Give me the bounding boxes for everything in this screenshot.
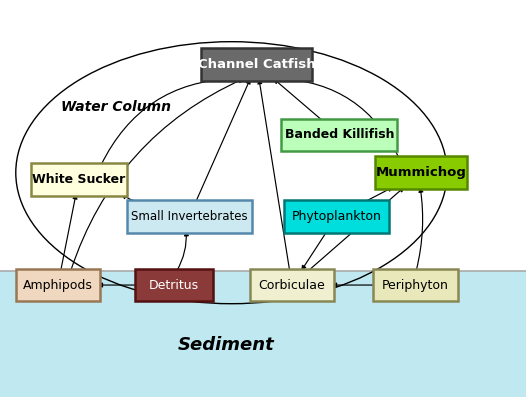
Text: Banded Killifish: Banded Killifish [285, 129, 394, 141]
Text: Detritus: Detritus [148, 279, 199, 291]
FancyArrowPatch shape [275, 79, 322, 121]
Text: White Sucker: White Sucker [32, 173, 126, 186]
FancyArrowPatch shape [333, 283, 376, 287]
FancyBboxPatch shape [281, 119, 397, 151]
FancyArrowPatch shape [60, 195, 77, 271]
FancyBboxPatch shape [16, 269, 100, 301]
Text: Sediment: Sediment [178, 336, 275, 355]
FancyBboxPatch shape [284, 200, 389, 233]
Text: Amphipods: Amphipods [23, 279, 93, 291]
FancyBboxPatch shape [31, 163, 127, 196]
Text: Periphyton: Periphyton [382, 279, 449, 291]
FancyArrowPatch shape [177, 232, 188, 271]
Text: Small Invertebrates: Small Invertebrates [131, 210, 248, 223]
FancyBboxPatch shape [375, 156, 467, 189]
Text: Corbiculae: Corbiculae [259, 279, 325, 291]
FancyArrowPatch shape [364, 188, 392, 202]
FancyArrowPatch shape [99, 283, 137, 287]
FancyBboxPatch shape [250, 269, 334, 301]
Text: Channel Catfish: Channel Catfish [198, 58, 316, 71]
FancyBboxPatch shape [135, 269, 213, 301]
FancyArrowPatch shape [123, 195, 147, 202]
FancyBboxPatch shape [373, 269, 458, 301]
Text: Mummichog: Mummichog [376, 166, 466, 179]
FancyArrowPatch shape [280, 77, 399, 158]
FancyArrowPatch shape [70, 79, 242, 271]
FancyArrowPatch shape [258, 80, 290, 271]
Text: Phytoplankton: Phytoplankton [292, 210, 381, 223]
FancyArrowPatch shape [416, 188, 423, 271]
Polygon shape [0, 271, 526, 397]
FancyArrowPatch shape [101, 77, 234, 165]
FancyArrowPatch shape [196, 80, 250, 202]
FancyBboxPatch shape [127, 200, 252, 233]
FancyArrowPatch shape [308, 188, 403, 271]
FancyBboxPatch shape [201, 48, 312, 81]
FancyArrowPatch shape [302, 231, 327, 270]
Text: Water Column: Water Column [60, 100, 171, 114]
